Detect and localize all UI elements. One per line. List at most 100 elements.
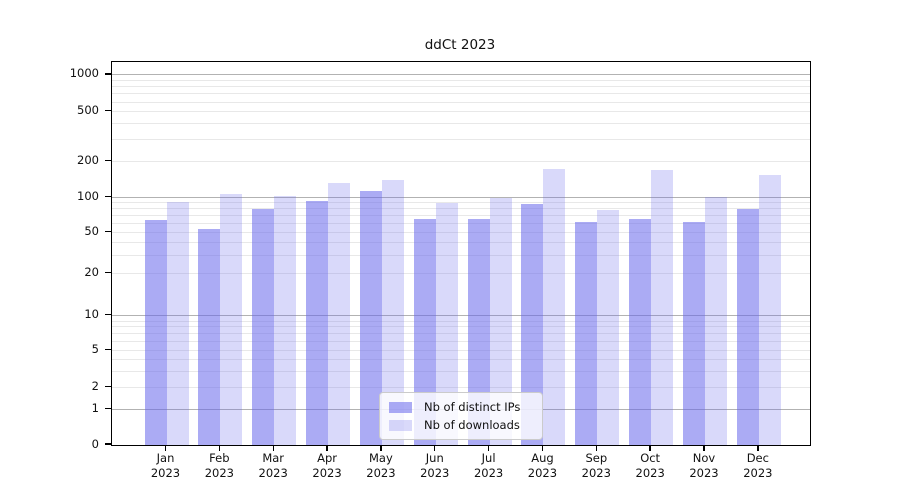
bar-downloads	[489, 197, 512, 445]
bar-downloads	[651, 170, 674, 445]
bar-distinct-ips	[198, 228, 221, 445]
x-tick-label: May 2023	[366, 451, 396, 480]
bar-distinct-ips	[683, 221, 705, 445]
x-tick-mark	[487, 445, 490, 451]
bar-downloads	[597, 209, 620, 445]
y-tick-mark	[105, 407, 111, 409]
minor-gridline	[112, 208, 810, 210]
legend-label-distinct-ips: Nb of distinct IPs	[424, 400, 521, 414]
y-tick-mark	[105, 110, 111, 112]
x-tick-label: Oct 2023	[635, 451, 665, 480]
y-tick-label: 1000	[69, 66, 99, 81]
x-tick-label: Apr 2023	[312, 451, 342, 480]
y-tick-label: 10	[84, 307, 99, 322]
y-tick-mark	[105, 159, 111, 162]
x-tick-label: Dec 2023	[743, 451, 773, 480]
y-tick-mark	[105, 349, 111, 351]
x-tick-mark	[541, 445, 544, 451]
bar-distinct-ips	[521, 204, 544, 445]
minor-gridline	[112, 254, 810, 256]
x-tick-label: Jul 2023	[473, 451, 504, 480]
x-tick-label: Aug 2023	[527, 451, 558, 480]
minor-gridline	[112, 359, 810, 361]
bar-distinct-ips	[359, 191, 382, 445]
major-gridline	[112, 315, 810, 317]
minor-gridline	[112, 350, 810, 352]
x-tick-mark	[380, 445, 382, 451]
y-tick-label: 100	[77, 188, 99, 203]
x-tick-label: Mar 2023	[258, 451, 288, 480]
bar-distinct-ips	[306, 201, 329, 445]
legend-swatch-downloads-icon	[389, 419, 412, 431]
y-tick-label: 2	[91, 379, 99, 394]
minor-gridline	[112, 326, 810, 328]
bar-downloads	[328, 183, 351, 445]
bar-distinct-ips	[629, 219, 652, 445]
bar-downloads	[220, 194, 243, 445]
y-tick-label: 5	[91, 342, 99, 357]
bar-distinct-ips	[575, 221, 598, 445]
x-tick-mark	[164, 445, 167, 451]
legend-item-distinct-ips: Nb of distinct IPs	[389, 399, 533, 415]
minor-gridline	[112, 340, 810, 342]
bar-distinct-ips	[144, 220, 167, 445]
x-tick-label: Jan 2023	[150, 451, 181, 480]
bar-downloads	[381, 180, 404, 445]
bar-downloads	[274, 195, 297, 445]
bar-distinct-ips	[467, 218, 490, 445]
minor-gridline	[112, 232, 810, 234]
y-tick-mark	[105, 386, 111, 388]
minor-gridline	[112, 222, 810, 224]
y-tick-mark	[105, 73, 111, 75]
y-tick-label: 200	[77, 153, 99, 168]
minor-gridline	[112, 387, 810, 389]
y-tick-label: 500	[77, 103, 99, 118]
y-tick-mark	[105, 195, 111, 197]
bar-downloads	[758, 174, 781, 445]
minor-gridline	[112, 111, 810, 113]
minor-gridline	[112, 139, 810, 141]
major-gridline	[112, 196, 810, 198]
bar-distinct-ips	[736, 208, 759, 445]
y-tick-mark	[105, 313, 111, 316]
minor-gridline	[112, 333, 810, 335]
y-tick-mark	[105, 271, 111, 273]
chart-title: ddCt 2023	[424, 37, 496, 53]
x-tick-mark	[326, 445, 328, 451]
bar-downloads	[705, 196, 727, 445]
minor-gridline	[112, 242, 810, 244]
x-tick-label: Nov 2023	[689, 451, 719, 480]
bar-distinct-ips	[252, 208, 275, 445]
x-tick-mark	[218, 445, 221, 451]
x-tick-mark	[595, 445, 597, 451]
y-tick-label: 0	[91, 436, 99, 451]
y-tick-label: 1	[91, 400, 99, 415]
x-tick-mark	[272, 445, 274, 451]
minor-gridline	[112, 215, 810, 217]
minor-gridline	[112, 101, 810, 103]
minor-gridline	[112, 123, 810, 125]
minor-gridline	[112, 86, 810, 88]
legend-label-downloads: Nb of downloads	[424, 418, 520, 432]
y-tick-label: 20	[84, 264, 99, 279]
x-tick-mark	[434, 445, 436, 451]
bar-downloads	[435, 203, 458, 445]
bar-downloads	[543, 168, 566, 445]
y-tick-label: 50	[84, 224, 99, 239]
legend-swatch-distinct-ips-icon	[389, 401, 412, 413]
minor-gridline	[112, 272, 810, 274]
x-tick-label: Jun 2023	[420, 451, 450, 480]
minor-gridline	[112, 80, 810, 82]
x-tick-mark	[757, 445, 759, 451]
minor-gridline	[112, 370, 810, 372]
legend-item-downloads: Nb of downloads	[389, 417, 533, 433]
x-tick-label: Feb 2023	[204, 451, 234, 480]
x-tick-mark	[703, 445, 705, 451]
x-tick-mark	[649, 445, 651, 451]
legend: Nb of distinct IPs Nb of downloads	[379, 392, 543, 440]
major-gridline	[112, 74, 810, 76]
minor-gridline	[112, 161, 810, 163]
x-tick-label: Sep 2023	[581, 451, 611, 480]
plot-area: Nb of distinct IPs Nb of downloads	[111, 61, 811, 446]
